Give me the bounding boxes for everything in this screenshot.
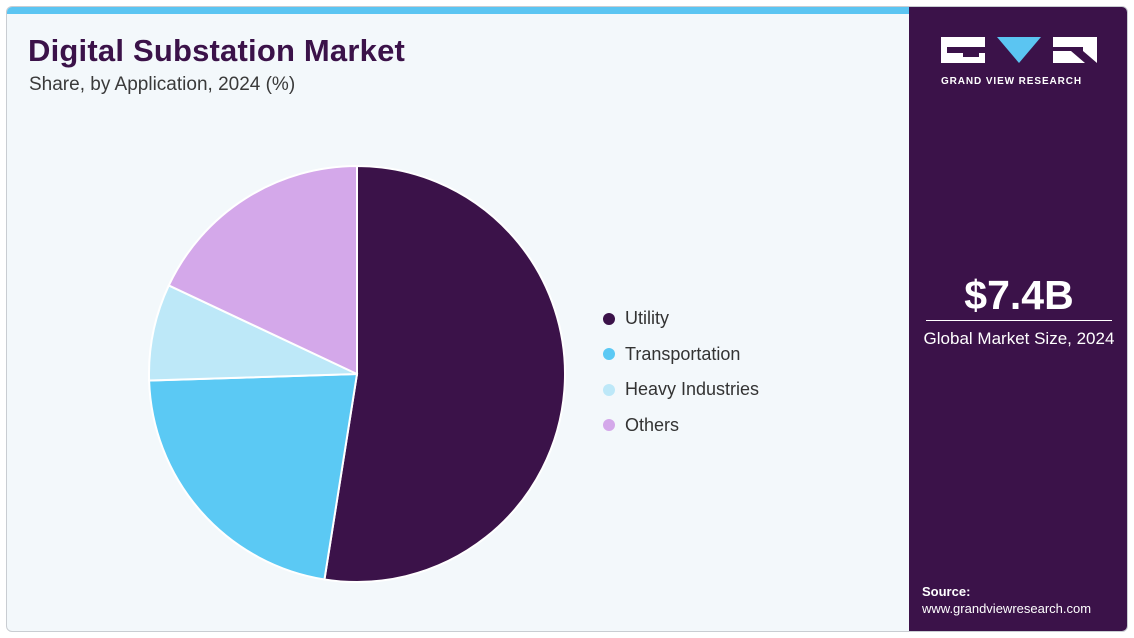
source-url: www.grandviewresearch.com: [922, 601, 1092, 616]
pie-slice-utility: [323, 164, 566, 583]
divider: [926, 320, 1112, 321]
legend-label: Heavy Industries: [625, 379, 760, 400]
legend-swatch: [603, 383, 615, 396]
pie-slice-transportation: [148, 372, 359, 581]
legend-swatch: [603, 348, 615, 361]
chart-legend: Utility Transportation Heavy Industries Oth…: [603, 301, 759, 443]
legend-swatch: [603, 312, 615, 325]
pie-slice-heavy-industries: [148, 284, 358, 382]
legend-label: Utility: [625, 308, 669, 329]
company-logo: GRAND VIEW RESEARCH: [941, 37, 1097, 87]
source-note: Source: www.grandviewresearch.com: [922, 583, 1091, 617]
legend-swatch: [603, 419, 615, 432]
legend-item: Transportation: [603, 337, 759, 373]
legend-label: Others: [625, 414, 680, 435]
legend-item: Heavy Industries: [603, 372, 759, 408]
pie-chart: [148, 164, 566, 583]
chart-subtitle: Share, by Application, 2024 (%): [29, 74, 296, 95]
gvr-logo-icon: [941, 37, 1097, 63]
side-panel: GRAND VIEW RESEARCH $7.4B Global Market …: [909, 7, 1127, 631]
legend-item: Others: [603, 408, 759, 444]
chart-card: Digital Substation Market Share, by Appl…: [6, 6, 1128, 632]
pie-slice-others: [167, 164, 358, 376]
source-label: Source:: [922, 584, 971, 599]
market-size-value: $7.4B: [964, 272, 1074, 318]
market-size-label: Global Market Size, 2024: [923, 329, 1115, 348]
accent-bar: [7, 7, 909, 14]
chart-title: Digital Substation Market: [28, 33, 406, 68]
logo-text: GRAND VIEW RESEARCH: [941, 76, 1082, 87]
legend-item: Utility: [603, 301, 759, 337]
legend-label: Transportation: [625, 343, 741, 364]
